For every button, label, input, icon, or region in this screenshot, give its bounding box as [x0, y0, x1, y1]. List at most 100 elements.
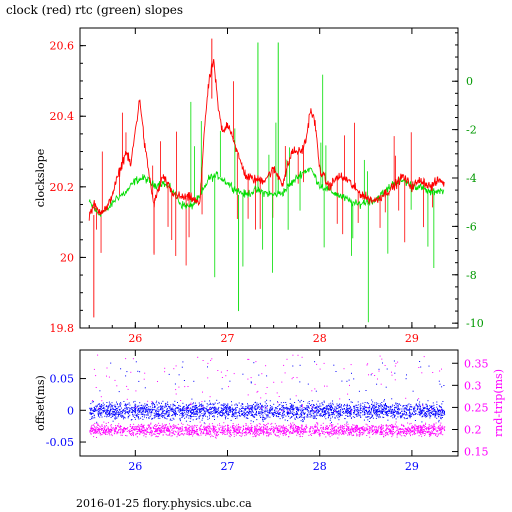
top-right-tick-label: -6	[466, 220, 477, 233]
offset-point	[138, 405, 140, 407]
offset-point	[294, 414, 296, 416]
offset-point	[400, 416, 402, 418]
rndtrip-point	[93, 424, 95, 426]
offset-point	[162, 415, 164, 417]
offset-point	[383, 407, 384, 409]
rndtrip-point	[178, 434, 180, 436]
rndtrip-point	[436, 430, 438, 431]
offset-point	[297, 399, 299, 401]
offset-point	[94, 408, 95, 410]
offset-point	[370, 417, 371, 419]
offset-point	[287, 413, 289, 415]
offset-point	[160, 408, 162, 410]
rndtrip-point	[315, 432, 317, 434]
rndtrip-point	[120, 434, 122, 436]
offset-point	[362, 407, 364, 409]
rndtrip-point	[300, 431, 301, 433]
offset-point	[92, 410, 94, 412]
offset-point	[326, 409, 327, 411]
rndtrip-point	[243, 428, 244, 430]
offset-point	[437, 408, 438, 410]
offset-point	[436, 417, 438, 419]
offset-point	[132, 407, 134, 409]
rndtrip-point	[424, 428, 426, 430]
rndtrip-point	[175, 425, 177, 427]
offset-point	[286, 408, 288, 410]
rndtrip-point	[297, 426, 299, 428]
offset-point	[438, 405, 440, 407]
rndtrip-point	[410, 431, 412, 433]
rndtrip-point	[292, 427, 294, 429]
offset-point	[196, 407, 198, 409]
offset-point	[429, 414, 431, 416]
rndtrip-point	[222, 433, 223, 435]
rndtrip-point	[293, 429, 295, 431]
rndtrip-point	[161, 432, 163, 433]
offset-point	[180, 409, 182, 411]
offset-point	[288, 413, 290, 415]
offset-point	[289, 398, 291, 400]
offset-point	[279, 412, 281, 414]
offset-point	[380, 411, 382, 413]
offset-point	[115, 409, 117, 411]
offset-point	[190, 418, 192, 420]
rndtrip-point	[348, 428, 349, 429]
offset-point	[431, 411, 433, 413]
rndtrip-point	[115, 431, 117, 433]
rndtrip-point	[313, 432, 314, 434]
offset-point	[111, 405, 113, 407]
offset-point	[207, 418, 209, 420]
rndtrip-point	[215, 429, 217, 431]
offset-point	[436, 404, 438, 405]
offset-point	[389, 410, 391, 412]
offset-point	[165, 402, 167, 404]
rndtrip-point	[331, 434, 333, 436]
offset-point	[108, 406, 110, 408]
offset-point	[202, 409, 204, 411]
rndtrip-point	[161, 429, 163, 431]
offset-point	[391, 410, 392, 412]
offset-point	[444, 414, 446, 416]
offset-point	[168, 413, 170, 415]
rndtrip-point	[274, 433, 276, 435]
offset-point	[131, 406, 133, 408]
offset-point	[408, 403, 410, 405]
offset-point	[210, 412, 212, 414]
rndtrip-point	[443, 427, 445, 429]
offset-point	[409, 415, 411, 416]
rndtrip-point	[268, 434, 270, 436]
rndtrip-point	[94, 427, 96, 429]
rndtrip-point	[257, 429, 259, 431]
rndtrip-point	[385, 425, 387, 427]
offset-point	[261, 412, 263, 413]
rndtrip-point	[287, 430, 289, 432]
offset-point	[151, 418, 153, 420]
offset-point	[318, 410, 320, 412]
rndtrip-outlier	[343, 368, 345, 370]
offset-point	[230, 411, 232, 413]
offset-point	[126, 412, 128, 414]
offset-point	[128, 410, 130, 412]
offset-point	[135, 409, 136, 411]
rndtrip-point	[414, 427, 416, 429]
offset-point	[367, 419, 369, 421]
rndtrip-point	[322, 427, 324, 429]
offset-point	[331, 412, 333, 413]
offset-point	[193, 409, 195, 410]
offset-point	[189, 421, 191, 422]
rndtrip-point	[186, 432, 188, 434]
offset-point	[243, 416, 245, 418]
rndtrip-point	[293, 431, 295, 433]
offset-point	[387, 415, 389, 416]
offset-point	[283, 411, 285, 413]
offset-point	[381, 408, 383, 410]
rndtrip-point	[243, 429, 245, 431]
rndtrip-point	[304, 431, 306, 433]
offset-point	[323, 401, 325, 403]
offset-point	[406, 413, 408, 415]
offset-point	[175, 413, 177, 415]
offset-point	[146, 405, 148, 406]
rndtrip-point	[389, 432, 391, 434]
rndtrip-point	[184, 427, 186, 429]
offset-point	[100, 411, 102, 413]
